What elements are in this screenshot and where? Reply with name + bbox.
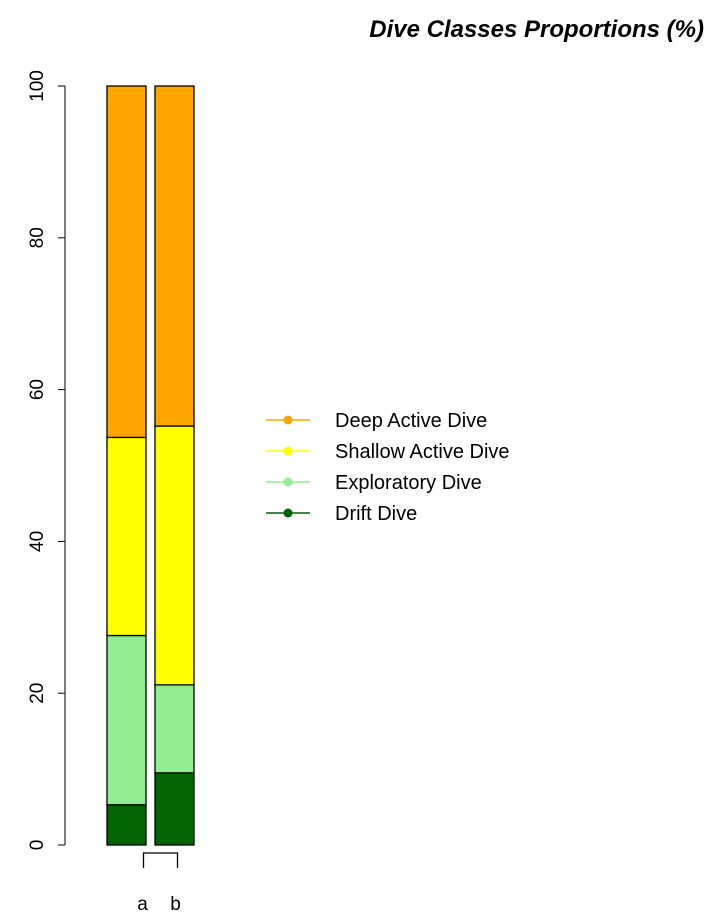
legend-marker: [283, 415, 293, 425]
legend-label: Drift Dive: [335, 503, 417, 525]
y-tick-label: 40: [27, 531, 48, 552]
legend-label: Exploratory Dive: [335, 472, 482, 494]
legend-marker: [283, 477, 293, 487]
bar-segment-a-drift-dive: [106, 804, 147, 846]
y-tick-label: 60: [27, 379, 48, 400]
y-tick-label: 20: [27, 683, 48, 704]
y-tick-label: 80: [27, 227, 48, 248]
legend-marker: [283, 446, 293, 456]
bars: [106, 85, 195, 846]
x-group-bracket: [142, 852, 179, 868]
y-tick-label: 0: [27, 840, 48, 851]
bar-segment-b-exploratory-dive: [154, 684, 195, 774]
y-tick-label: 100: [27, 70, 48, 102]
bar-segment-b-drift-dive: [154, 772, 195, 846]
x-tick-label: a: [137, 894, 148, 915]
legend-label: Shallow Active Dive: [335, 441, 510, 463]
x-tick-label: b: [170, 894, 181, 915]
legend: Deep Active Dive Shallow Active Dive Explo…: [266, 410, 510, 525]
bar-segment-a-exploratory-dive: [106, 634, 147, 806]
bar-segment-b-deep-active-dive: [154, 85, 195, 427]
bar-segment-a-shallow-active-dive: [106, 436, 147, 637]
y-axis: 0 20 40 60 80 100: [27, 70, 66, 851]
chart-title: Dive Classes Proportions (%): [369, 16, 704, 43]
bar-segment-a-deep-active-dive: [106, 85, 147, 439]
legend-marker: [283, 508, 293, 518]
bar-segment-b-shallow-active-dive: [154, 425, 195, 686]
legend-label: Deep Active Dive: [335, 410, 487, 432]
